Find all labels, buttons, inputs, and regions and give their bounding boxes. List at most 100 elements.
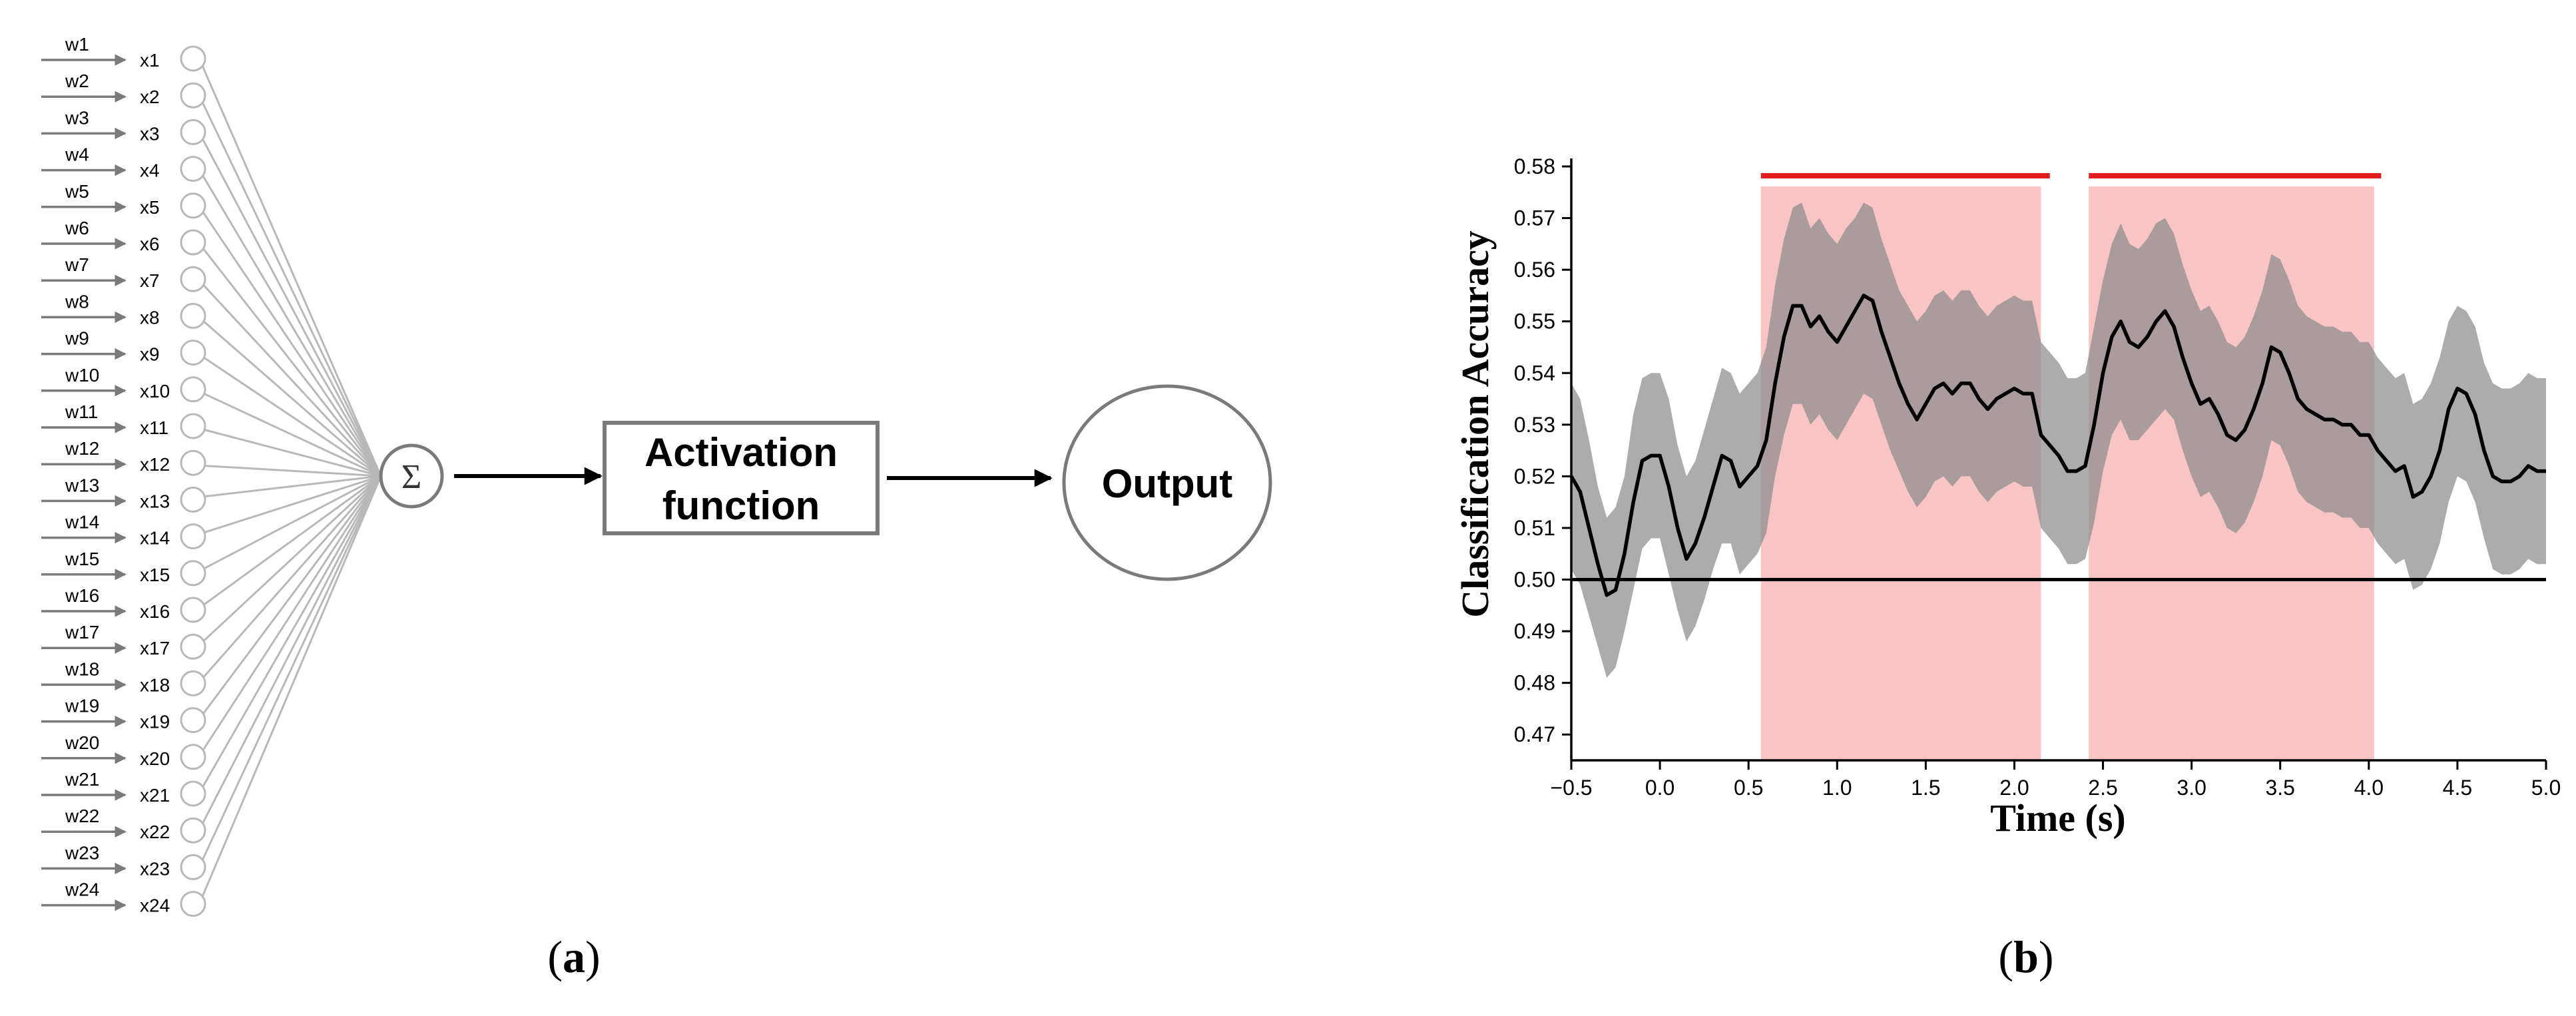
connection-line bbox=[199, 134, 382, 477]
input-node bbox=[180, 156, 206, 182]
x-tick-label: −0.5 bbox=[1550, 776, 1592, 800]
output-node bbox=[1062, 384, 1272, 581]
x-tick-label: 1.0 bbox=[1822, 776, 1852, 800]
input-node bbox=[180, 486, 206, 513]
y-tick-label: 0.52 bbox=[1514, 464, 1555, 488]
input-label: x22 bbox=[140, 822, 170, 842]
weight-label: w2 bbox=[65, 71, 89, 91]
input-label: x23 bbox=[140, 858, 170, 879]
confidence-band bbox=[1571, 202, 2546, 678]
input-node bbox=[180, 376, 206, 403]
weight-label: w14 bbox=[65, 512, 99, 533]
x-tick-label: 2.5 bbox=[2088, 776, 2117, 800]
weight-label: w9 bbox=[65, 328, 89, 349]
connection-line bbox=[199, 97, 382, 477]
connection-line bbox=[199, 475, 382, 682]
input-node bbox=[180, 817, 206, 844]
connection-line bbox=[200, 475, 382, 572]
input-label: x17 bbox=[140, 638, 170, 658]
x-tick-label: 1.5 bbox=[1911, 776, 1940, 800]
input-label: x11 bbox=[140, 417, 168, 438]
weight-label: w21 bbox=[65, 769, 99, 790]
input-label: x14 bbox=[140, 528, 170, 549]
panel-b-caption: (b) bbox=[1998, 931, 2053, 982]
connection-line bbox=[200, 427, 382, 477]
connection-line bbox=[200, 475, 382, 535]
connection-line bbox=[200, 318, 382, 477]
activation-label-line1: Activation bbox=[644, 430, 838, 475]
input-node bbox=[180, 45, 206, 72]
input-node bbox=[180, 854, 206, 880]
y-tick-label: 0.55 bbox=[1514, 310, 1555, 334]
x-tick-label: 5.0 bbox=[2531, 776, 2561, 800]
weight-label: w15 bbox=[65, 549, 99, 569]
input-label: x18 bbox=[140, 674, 170, 695]
connection-line bbox=[200, 391, 382, 477]
weight-label: w1 bbox=[65, 34, 89, 55]
input-node bbox=[180, 449, 206, 476]
input-label: x16 bbox=[140, 601, 170, 622]
input-node bbox=[180, 192, 206, 219]
input-label: x4 bbox=[140, 160, 160, 181]
y-tick-label: 0.47 bbox=[1514, 722, 1555, 746]
input-label: x20 bbox=[140, 748, 170, 769]
weight-label: w13 bbox=[65, 475, 99, 495]
connection-line bbox=[199, 61, 382, 477]
y-tick-label: 0.58 bbox=[1514, 154, 1555, 178]
chart-axes bbox=[1570, 158, 2546, 762]
y-tick-label: 0.54 bbox=[1514, 361, 1555, 385]
connection-line bbox=[200, 354, 382, 477]
y-tick-label: 0.56 bbox=[1514, 258, 1555, 282]
weight-label: w20 bbox=[65, 732, 99, 753]
input-label: x7 bbox=[140, 270, 160, 291]
panel-a-caption: (a) bbox=[547, 931, 600, 982]
y-tick-label: 0.57 bbox=[1514, 206, 1555, 230]
weight-label: w3 bbox=[65, 107, 89, 128]
input-node bbox=[180, 670, 206, 696]
connection-line bbox=[199, 170, 382, 477]
connection-line bbox=[200, 464, 382, 477]
input-node bbox=[180, 523, 206, 550]
weight-label: w6 bbox=[65, 218, 89, 238]
weight-label: w16 bbox=[65, 585, 99, 606]
activation-label-line2: function bbox=[662, 483, 820, 528]
input-connections bbox=[199, 61, 382, 902]
y-axis-label: Classification Accuracy bbox=[1453, 230, 1497, 618]
weight-label: w12 bbox=[65, 438, 99, 459]
x-axis-ticks: −0.5 0.0 0.5 1.0 1.5 2.0 2.5 3.0 3.5 4.0 4.5 5.0 bbox=[1550, 760, 2561, 800]
input-label: x24 bbox=[140, 895, 170, 916]
perceptron-diagram: w1 x1 w2 x2 w3 x3 w4 x4 w5 x5 w6 x6 w7 x7 w8 x8 w9 x9 w10 x… bbox=[41, 34, 1272, 982]
weight-label: w4 bbox=[65, 144, 89, 165]
x-tick-label: 2.0 bbox=[1999, 776, 2029, 800]
input-label: x19 bbox=[140, 712, 170, 732]
x-tick-label: 4.5 bbox=[2443, 776, 2472, 800]
activation-function-box bbox=[603, 421, 880, 535]
connection-line bbox=[200, 475, 382, 498]
connection-line bbox=[199, 475, 382, 645]
weight-label: w19 bbox=[65, 696, 99, 716]
x-tick-label: 3.5 bbox=[2265, 776, 2294, 800]
input-label: x12 bbox=[140, 454, 170, 475]
connection-line bbox=[199, 207, 382, 477]
connection-line bbox=[199, 244, 382, 477]
weight-label: w18 bbox=[65, 658, 99, 679]
input-node bbox=[180, 780, 206, 807]
input-label: x15 bbox=[140, 565, 170, 585]
input-label: x10 bbox=[140, 381, 170, 401]
input-node bbox=[180, 560, 206, 587]
sigma-symbol: Σ bbox=[401, 458, 421, 496]
input-label: x2 bbox=[140, 87, 160, 107]
input-label: x3 bbox=[140, 123, 160, 144]
input-node bbox=[180, 82, 206, 109]
input-label: x5 bbox=[140, 197, 160, 218]
weight-label: w5 bbox=[65, 181, 89, 202]
weight-label: w11 bbox=[65, 401, 98, 422]
weight-label: w24 bbox=[65, 880, 99, 900]
input-node bbox=[180, 340, 206, 366]
y-tick-label: 0.53 bbox=[1514, 413, 1555, 437]
input-node bbox=[180, 633, 206, 660]
connection-line bbox=[199, 475, 382, 718]
weight-label: w22 bbox=[65, 806, 99, 826]
input-label: x8 bbox=[140, 307, 160, 328]
